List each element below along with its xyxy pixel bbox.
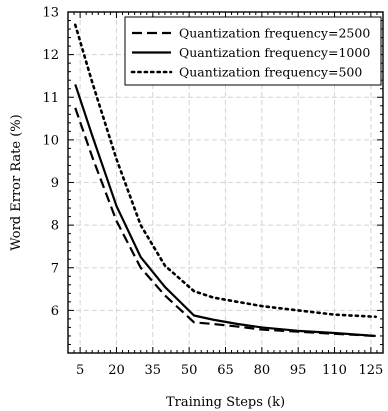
legend-label-1: Quantization frequency=2500 — [179, 26, 370, 41]
legend-box — [124, 16, 382, 86]
x-tick-label: 65 — [217, 363, 234, 378]
y-tick-label: 7 — [51, 261, 59, 276]
x-tick-label: 125 — [358, 363, 383, 378]
x-tick-label: 50 — [181, 363, 198, 378]
y-tick-label: 6 — [51, 304, 59, 319]
x-tick-label: 5 — [76, 363, 84, 378]
y-axis-label: Word Error Rate (%) — [9, 114, 24, 250]
x-tick-label: 35 — [145, 363, 162, 378]
x-tick-label: 110 — [322, 363, 347, 378]
series-line-2 — [74, 84, 376, 338]
x-tick-label: 20 — [108, 363, 125, 378]
y-tick-label: 8 — [51, 219, 59, 234]
y-tick-label: 9 — [51, 176, 59, 191]
x-tick-label: 95 — [290, 363, 307, 378]
series-line-3 — [73, 23, 378, 319]
legend-label-3: Quantization frequency=500 — [179, 65, 362, 80]
y-tick-label: 10 — [42, 133, 59, 148]
y-tick-label: 12 — [42, 48, 59, 63]
axis-ticks: 5 20 35 50 65 80 95 110 125 6 7 8 9 10 11 12 13 — [42, 6, 384, 378]
legend-label-2: Quantization frequency=1000 — [179, 45, 370, 60]
series-lines — [73, 23, 378, 338]
x-axis-label: Training Steps (k) — [166, 395, 285, 410]
legend: Quantization frequency=2500 Quantization … — [124, 16, 382, 86]
y-tick-label: 13 — [42, 6, 59, 21]
x-tick-label: 80 — [254, 363, 271, 378]
y-tick-label: 11 — [42, 91, 59, 106]
